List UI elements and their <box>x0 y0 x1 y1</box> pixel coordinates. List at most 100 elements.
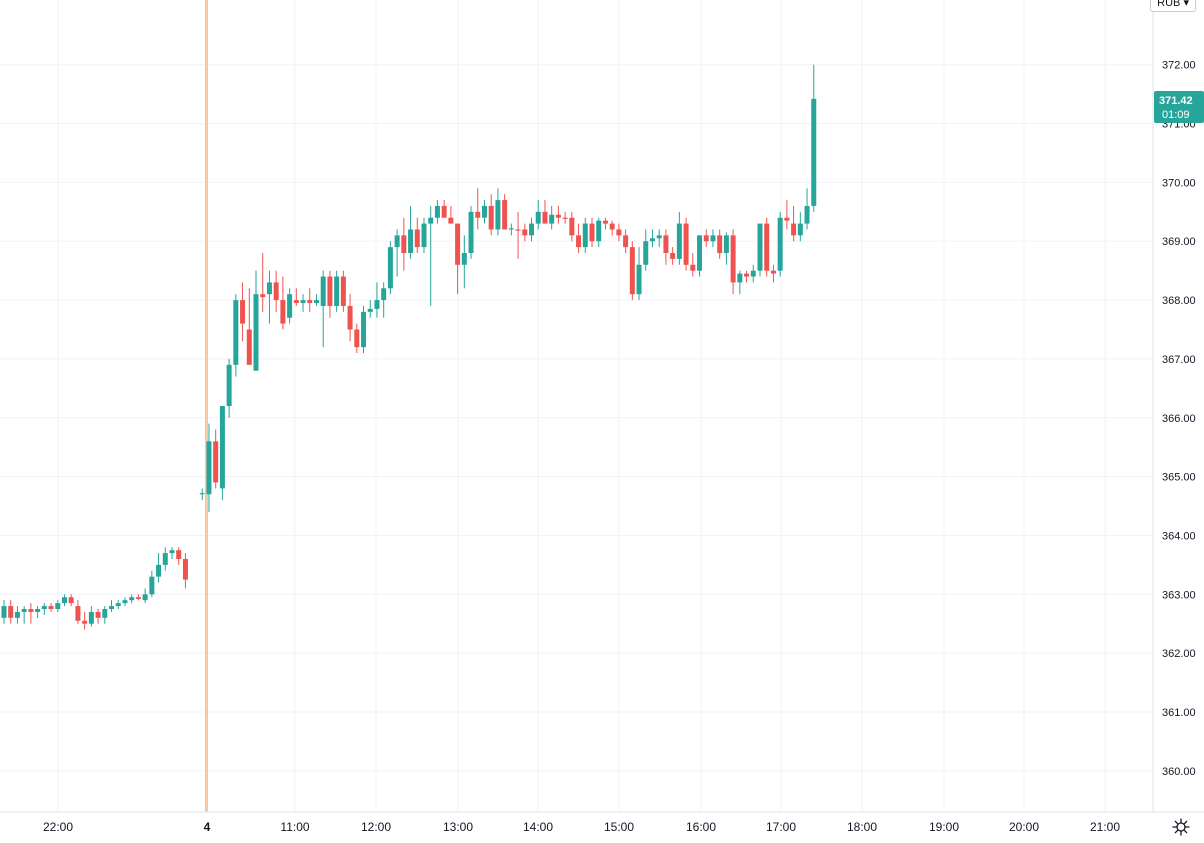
candle-body <box>455 223 461 265</box>
candle <box>156 553 162 583</box>
last-price-value: 371.42 <box>1159 95 1193 107</box>
candle-body <box>233 300 239 365</box>
candle-body <box>381 288 387 301</box>
candle-body <box>88 611 94 624</box>
time-axis[interactable]: 22:00 4 11:00 12:00 13:00 14:00 15:00 16:00 17:0… <box>43 820 1120 834</box>
candle <box>529 217 535 242</box>
candle-body <box>502 200 508 230</box>
candle-body <box>602 220 608 224</box>
x-tick-label: 21:00 <box>1090 820 1120 834</box>
candle <box>129 594 135 604</box>
candle <box>68 594 74 607</box>
candle <box>710 229 716 248</box>
candle <box>703 229 709 248</box>
candle-body <box>481 205 487 218</box>
candle <box>48 603 54 612</box>
candle-body <box>347 305 353 330</box>
candle-body <box>697 235 703 271</box>
candle <box>589 217 595 248</box>
candle-body <box>307 300 313 304</box>
candle <box>219 406 225 501</box>
candle <box>387 241 393 295</box>
candle-body <box>515 229 521 231</box>
candle <box>656 229 662 248</box>
candle <box>481 200 487 224</box>
candle <box>327 270 333 318</box>
candle <box>354 323 360 354</box>
candle-body <box>663 235 669 254</box>
x-tick-label: 12:00 <box>361 820 391 834</box>
price-axis[interactable]: 360.00 361.00 362.00 363.00 364.00 365.00 366.… <box>1162 60 1196 778</box>
candle-body <box>387 247 393 289</box>
candle <box>260 253 266 312</box>
candle-body <box>327 276 333 306</box>
currency-selector[interactable]: RUB ▾ <box>1150 0 1196 12</box>
candle <box>623 229 629 254</box>
candle <box>226 358 232 418</box>
candle <box>95 609 101 624</box>
candle-body <box>334 276 340 306</box>
candle-body <box>784 217 790 221</box>
y-tick-label: 367.00 <box>1162 354 1196 366</box>
candle <box>770 264 776 283</box>
candle-body <box>428 217 434 224</box>
x-tick-label: 14:00 <box>523 820 553 834</box>
candle <box>142 588 148 604</box>
candle <box>408 205 414 259</box>
candle <box>663 229 669 265</box>
y-tick-label: 363.00 <box>1162 589 1196 601</box>
candle <box>515 211 521 259</box>
candle <box>757 223 763 277</box>
candle-body <box>609 223 615 230</box>
last-price-badge-bg <box>1154 91 1204 123</box>
candle-body <box>488 205 494 230</box>
candle-body <box>475 211 481 218</box>
bar-countdown: 01:09 <box>1162 109 1190 121</box>
candle-body <box>55 603 61 609</box>
candle-body <box>797 223 803 236</box>
candles <box>1 64 817 630</box>
candle <box>697 235 703 277</box>
candle-body <box>623 235 629 248</box>
candle <box>461 235 467 289</box>
candle <box>421 217 427 254</box>
candle <box>206 423 212 512</box>
candle-body <box>529 223 535 236</box>
x-tick-label: 17:00 <box>766 820 796 834</box>
candle <box>717 229 723 259</box>
y-tick-label: 372.00 <box>1162 60 1196 72</box>
candle <box>804 188 810 230</box>
candle <box>122 597 128 607</box>
candle <box>75 600 81 624</box>
candle <box>240 282 246 342</box>
candle <box>176 547 182 565</box>
candle-body <box>35 609 41 612</box>
candle <box>21 606 27 624</box>
candle-body <box>414 229 420 248</box>
candle <box>149 570 155 598</box>
candle-body <box>68 597 74 604</box>
candle <box>764 217 770 277</box>
x-tick-label: 4 <box>204 820 211 834</box>
candle <box>381 282 387 318</box>
candle <box>334 270 340 312</box>
candle <box>643 229 649 271</box>
candle <box>394 229 400 277</box>
candle <box>434 200 440 224</box>
candle <box>8 600 14 624</box>
candle <box>347 294 353 342</box>
gear-icon[interactable] <box>1170 816 1192 838</box>
x-tick-label: 16:00 <box>686 820 716 834</box>
candle <box>233 294 239 377</box>
candle-body <box>320 276 326 306</box>
candle <box>28 603 34 624</box>
candle <box>115 600 121 609</box>
candle-body <box>703 235 709 242</box>
candle <box>535 200 541 230</box>
candle-body <box>535 211 541 224</box>
candle-body <box>1 606 7 618</box>
candle-body <box>522 229 528 236</box>
candle <box>576 223 582 254</box>
candle-body <box>266 282 272 295</box>
